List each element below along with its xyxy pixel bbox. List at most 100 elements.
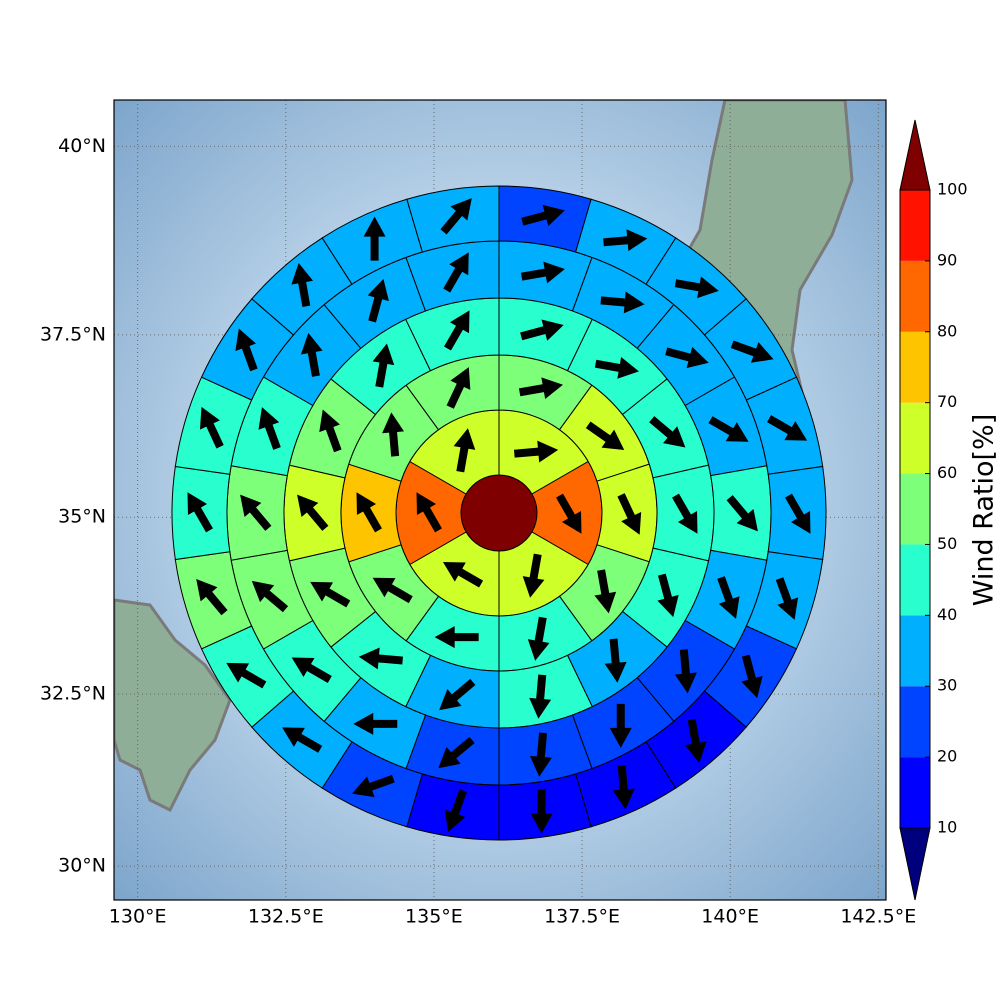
wind-arrow <box>382 412 405 457</box>
wind-arrow <box>442 562 484 588</box>
y-tick-label: 40°N <box>58 135 106 157</box>
colorbar-bin <box>900 615 930 687</box>
wind-arrow <box>240 494 272 531</box>
wind-arrow <box>520 261 565 284</box>
colorbar-tick-label: 80 <box>937 321 957 340</box>
wind-arrow <box>358 647 403 670</box>
wind-arrow <box>444 310 470 351</box>
colorbar-tick-label: 70 <box>937 392 957 411</box>
colorbar-tick-label: 20 <box>937 747 957 766</box>
wind-arrow <box>291 263 314 308</box>
colorbar-tick-label: 100 <box>937 180 968 199</box>
wind-arrow <box>251 580 289 613</box>
wind-arrow <box>199 406 224 449</box>
wind-arrow <box>594 569 617 614</box>
wind-arrow <box>674 276 719 299</box>
x-tick-label: 142.5°E <box>840 906 916 928</box>
wind-arrow <box>235 328 258 372</box>
wind-arrow <box>529 674 552 719</box>
wind-arrow <box>521 204 565 227</box>
wind-arrow <box>529 732 552 777</box>
wind-arrow <box>741 654 763 699</box>
wind-arrow <box>617 493 642 535</box>
colorbar-over <box>899 119 931 191</box>
y-tick-label: 35°N <box>58 506 106 528</box>
wind-arrow <box>612 765 635 810</box>
wind-arrow <box>527 616 550 661</box>
wind-arrow <box>439 678 476 711</box>
wind-arrow <box>513 440 559 463</box>
x-tick-label: 137.5°E <box>544 906 620 928</box>
colorbar-bin <box>900 686 930 758</box>
wind-arrow <box>594 357 639 379</box>
colorbar-bin <box>900 260 930 332</box>
colorbar-tick-label: 10 <box>937 818 957 837</box>
wind-arrow <box>717 576 740 619</box>
wind-arrow <box>353 712 398 735</box>
wind-arrow <box>446 367 471 409</box>
wind-arrow <box>609 703 632 748</box>
wind-arrow <box>443 252 469 293</box>
x-tick-label: 135°E <box>405 906 463 928</box>
wind-arrow <box>434 626 479 649</box>
wind-arrow <box>440 198 472 235</box>
wind-arrow <box>444 789 467 833</box>
wind-arrow <box>726 495 758 532</box>
colorbar-tick-label: 30 <box>937 676 957 695</box>
wind-arrow <box>600 291 645 314</box>
basemap <box>114 100 886 900</box>
colorbar-tick-label: 60 <box>937 463 957 482</box>
colorbar-tick-label: 40 <box>937 605 957 624</box>
wind-arrow <box>372 343 395 388</box>
colorbar-bin <box>900 190 930 261</box>
colorbar-frame <box>899 189 931 829</box>
wind-arrow <box>319 409 342 453</box>
colorbar-bin <box>900 757 930 828</box>
wind-arrow <box>657 573 679 618</box>
wind-arrow <box>730 340 774 363</box>
colorbar-bin <box>900 473 930 545</box>
wind-arrow <box>367 278 389 323</box>
wind-arrow <box>767 415 808 441</box>
wind-arrow <box>649 416 686 448</box>
wind-arrow <box>363 216 386 261</box>
colorbar: 10 20 30 40 50 60 70 80 90 100 <box>899 119 968 901</box>
wind-arrow <box>416 492 442 533</box>
wind-arrow <box>674 649 697 694</box>
wind-arrow <box>520 319 564 341</box>
wind-arrow <box>775 577 799 620</box>
axis-labels: 130°E 132.5°E 135°E 137.5°E 140°E 142.5°E 30°N… <box>40 135 916 928</box>
wind-arrow <box>310 581 351 608</box>
wind-arrow <box>300 332 323 377</box>
map-frame <box>113 99 887 901</box>
wind-arrow <box>291 657 332 683</box>
x-tick-label: 132.5°E <box>248 906 324 928</box>
wind-arrow <box>522 553 545 598</box>
wind-arrow <box>708 416 749 442</box>
wind-arrow <box>352 774 395 798</box>
wind-arrow <box>665 346 709 369</box>
wind-arrow <box>785 493 811 534</box>
wind-arrow <box>297 494 329 531</box>
wind-arrow <box>196 578 228 616</box>
wind-arrow <box>187 492 213 533</box>
land-kyushu <box>114 598 232 813</box>
colorbar-bin <box>900 331 930 403</box>
wind-arrow <box>684 718 707 763</box>
colorbar-tick-label: 90 <box>937 250 957 269</box>
wind-arrow <box>518 377 563 400</box>
x-tick-label: 140°E <box>701 906 759 928</box>
x-tick-label: 130°E <box>109 906 167 928</box>
wind-arrow <box>438 736 475 769</box>
colorbar-bin <box>900 544 930 616</box>
wind-arrow <box>226 662 267 689</box>
wind-arrow <box>258 407 281 450</box>
wind-arrow <box>453 428 476 473</box>
colorbar-label: Wind Ratio[%] <box>969 414 1000 606</box>
colorbar-under <box>899 827 931 901</box>
wind-arrow <box>356 492 382 533</box>
wind-arrow <box>556 493 582 534</box>
wind-arrow <box>585 421 625 451</box>
y-tick-label: 30°N <box>58 855 106 877</box>
